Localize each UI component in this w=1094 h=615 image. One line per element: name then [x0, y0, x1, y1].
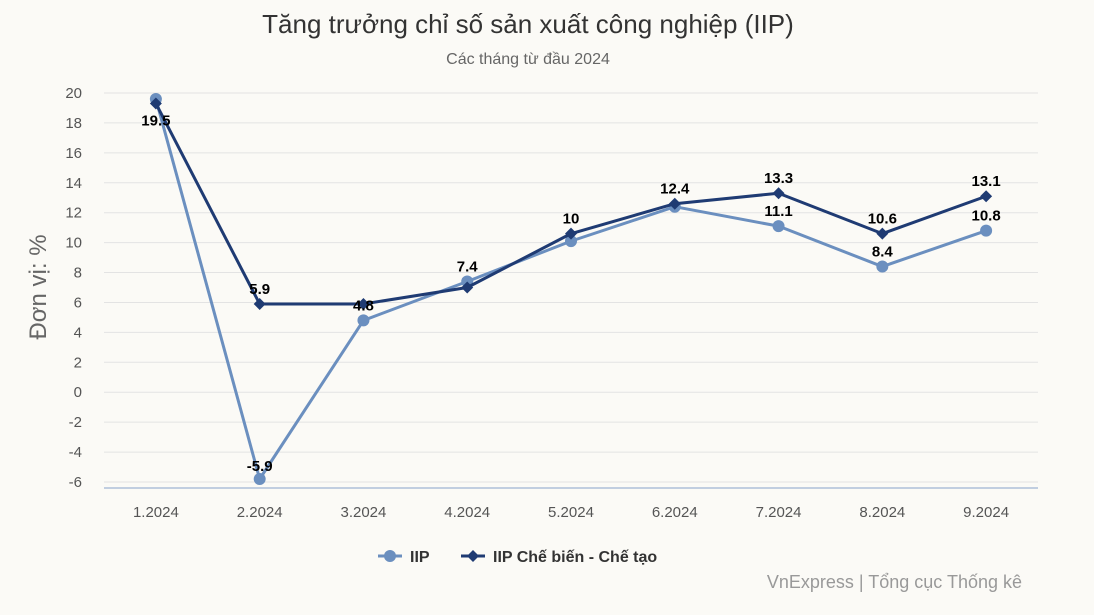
- data-labels: -5.9 4.8 7.4 11.1 8.4 10.8 19.5 5.9 10 12.4 13.3 10…: [141, 112, 1000, 475]
- legend-marker-iip: [384, 550, 396, 562]
- source-credit: VnExpress | Tổng cục Thống kê: [767, 572, 1022, 592]
- legend-label-iip: IIP: [410, 549, 430, 566]
- data-label: 8.4: [872, 244, 894, 261]
- data-label: 10.8: [972, 208, 1001, 225]
- data-point-diamond[interactable]: [565, 227, 577, 240]
- y-tick-label: 16: [65, 145, 82, 162]
- y-tick-label: 14: [65, 175, 82, 192]
- y-tick-label: 18: [65, 115, 82, 132]
- y-tick-label: 20: [65, 85, 82, 102]
- x-tick-label: 6.2024: [652, 504, 698, 521]
- y-tick-label: 4: [74, 324, 82, 341]
- data-point-diamond[interactable]: [149, 97, 162, 110]
- data-point-circle[interactable]: [980, 224, 993, 237]
- series-layer: [149, 92, 993, 486]
- x-tick-label: 9.2024: [963, 504, 1009, 521]
- data-label: 4.8: [353, 297, 374, 314]
- data-point-circle[interactable]: [876, 260, 889, 273]
- data-point-diamond[interactable]: [772, 187, 785, 200]
- y-tick-label: 0: [74, 384, 82, 401]
- data-point-circle[interactable]: [357, 314, 370, 327]
- data-label: 13.1: [972, 173, 1001, 190]
- legend-item-iip-che-bien[interactable]: IIP Chế biến - Chế tạo: [461, 549, 657, 566]
- y-tick-label: 2: [74, 354, 82, 371]
- data-label: 11.1: [764, 203, 792, 220]
- chart-title: Tăng trưởng chỉ số sản xuất công nghiệp …: [262, 9, 794, 39]
- data-point-circle[interactable]: [565, 235, 577, 248]
- y-tick-label: -4: [69, 444, 82, 461]
- y-tick-label: -2: [69, 414, 82, 431]
- y-tick-label: 10: [65, 235, 82, 252]
- data-point-diamond[interactable]: [668, 197, 681, 210]
- y-tick-label: 6: [74, 294, 82, 311]
- grid-lines: [104, 92, 1038, 489]
- data-label: 10.6: [868, 211, 897, 228]
- series-line: [154, 102, 987, 306]
- data-label: 13.3: [764, 170, 793, 187]
- series-iip: [149, 92, 993, 486]
- x-tick-label: 5.2024: [548, 504, 594, 521]
- data-label: 12.4: [660, 181, 690, 198]
- data-point-diamond[interactable]: [253, 297, 266, 310]
- data-point-diamond[interactable]: [876, 227, 889, 240]
- x-tick-label: 1.2024: [133, 504, 179, 521]
- data-point-diamond[interactable]: [461, 281, 474, 294]
- data-label: -5.9: [247, 458, 273, 475]
- data-label: 19.5: [141, 112, 170, 129]
- x-tick-label: 4.2024: [444, 504, 490, 521]
- y-axis-label: Đơn vị: %: [25, 234, 52, 339]
- data-point-diamond[interactable]: [357, 297, 370, 310]
- data-label: 10: [563, 211, 580, 228]
- x-tick-label: 7.2024: [756, 504, 802, 521]
- legend-item-iip[interactable]: IIP: [378, 549, 430, 566]
- legend: IIP IIP Chế biến - Chế tạo: [378, 549, 657, 566]
- x-tick-label: 3.2024: [340, 504, 386, 521]
- data-point-circle[interactable]: [772, 220, 785, 233]
- data-label: 5.9: [249, 281, 270, 298]
- legend-label-iip-che-bien: IIP Chế biến - Chế tạo: [493, 549, 657, 566]
- data-point-diamond[interactable]: [980, 190, 993, 203]
- x-tick-label: 8.2024: [859, 504, 905, 521]
- legend-marker-iip-che-bien: [467, 550, 479, 562]
- chart-subtitle: Các tháng từ đầu 2024: [446, 51, 610, 68]
- data-label: 7.4: [457, 259, 479, 276]
- series-iip-ch-bi-n-ch-t-o: [149, 97, 993, 310]
- y-tick-label: 12: [65, 205, 82, 222]
- x-axis-ticks: 1.2024 2.2024 3.2024 4.2024 5.2024 6.2024 7.20…: [133, 504, 1009, 521]
- y-tick-label: 8: [74, 265, 82, 282]
- y-tick-label: -6: [69, 474, 82, 491]
- x-tick-label: 2.2024: [237, 504, 283, 521]
- data-point-circle[interactable]: [253, 473, 266, 486]
